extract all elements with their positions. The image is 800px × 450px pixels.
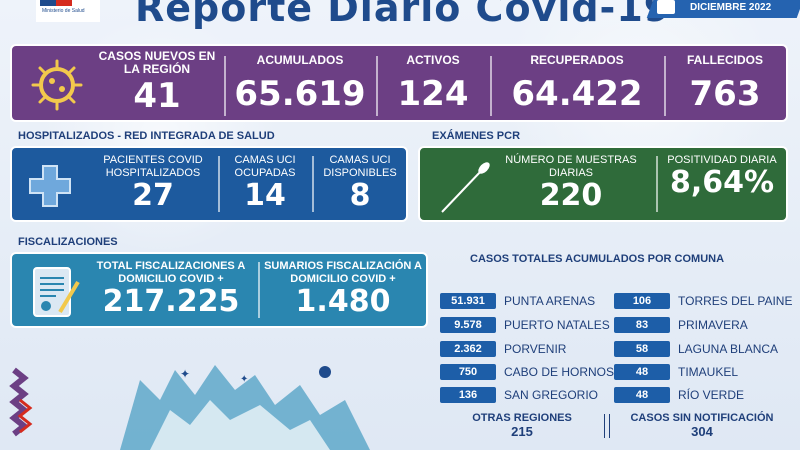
stat-acumulados: ACUMULADOS 65.619: [226, 53, 374, 114]
uci-ocupadas-value: 14: [244, 178, 286, 213]
comuna-name: RÍO VERDE: [678, 388, 745, 402]
comuna-value: 136: [440, 387, 496, 403]
divider: [656, 156, 658, 212]
comuna-value: 58: [614, 341, 670, 357]
activos-label: ACTIVOS: [406, 53, 460, 67]
pcr-panel: NÚMERO DE MUESTRAS DIARIAS 220 POSITIVID…: [418, 146, 788, 222]
comuna-name: CABO DE HORNOS: [504, 365, 615, 379]
stat-activos: ACTIVOS 124: [378, 53, 488, 114]
stat-muestras: NÚMERO DE MUESTRAS DIARIAS 220: [496, 154, 646, 212]
sumarios-label: SUMARIOS FISCALIZACIÓN A DOMICILIO COVID…: [264, 260, 422, 285]
pacientes-label: PACIENTES COVID HOSPITALIZADOS: [103, 154, 203, 179]
comuna-value: 9.578: [440, 317, 496, 333]
stat-total-fiscalizaciones: TOTAL FISCALIZACIONES A DOMICILIO COVID …: [88, 260, 254, 318]
comuna-name: TORRES DEL PAINE: [678, 294, 793, 308]
medical-cross-icon: [29, 165, 71, 207]
logo-text: Ministerio de Salud: [42, 8, 85, 14]
hospital-panel: PACIENTES COVID HOSPITALIZADOS 27 CAMAS …: [10, 146, 408, 222]
fiscalizaciones-panel: TOTAL FISCALIZACIONES A DOMICILIO COVID …: [10, 252, 428, 328]
pacientes-value: 27: [132, 178, 174, 213]
divider: [490, 56, 492, 116]
mountain-decoration: ✦ ✦: [9, 365, 370, 450]
comuna-value: 83: [614, 317, 670, 333]
report-date: DICIEMBRE 2022: [690, 2, 772, 13]
separator: [604, 414, 610, 438]
comuna-name: PUNTA ARENAS: [504, 294, 596, 308]
comuna-value: 2.362: [440, 341, 496, 357]
comuna-name: PRIMAVERA: [678, 318, 748, 332]
recuperados-value: 64.422: [511, 74, 643, 114]
calendar-icon: [657, 0, 675, 14]
total-fisc-label: TOTAL FISCALIZACIONES A DOMICILIO COVID …: [96, 260, 246, 285]
fallecidos-value: 763: [689, 74, 761, 114]
divider: [218, 156, 220, 212]
comuna-name: PORVENIR: [504, 342, 567, 356]
uci-disponibles-label: CAMAS UCI DISPONIBLES: [323, 154, 397, 179]
svg-text:✦: ✦: [180, 367, 190, 381]
document-icon: [33, 267, 80, 317]
divider: [312, 156, 314, 212]
summary-panel: CASOS NUEVOS EN LA REGIÓN 41 ACUMULADOS …: [10, 44, 788, 122]
swab-icon: [441, 162, 490, 213]
comunas-title: CASOS TOTALES ACUMULADOS POR COMUNA: [470, 253, 725, 265]
comuna-name: PUERTO NATALES: [504, 318, 610, 332]
comuna-value: 51.931: [440, 293, 496, 309]
divider: [258, 262, 260, 318]
uci-disponibles-value: 8: [349, 178, 371, 213]
casos-nuevos-value: 41: [133, 76, 181, 116]
positividad-value: 8,64%: [669, 165, 775, 200]
otras-regiones: OTRAS REGIONES 215: [452, 412, 592, 438]
divider: [224, 56, 226, 116]
stat-sumarios: SUMARIOS FISCALIZACIÓN A DOMICILIO COVID…: [262, 260, 424, 318]
uci-ocupadas-label: CAMAS UCI OCUPADAS: [234, 154, 296, 179]
fiscalizaciones-section-title: FISCALIZACIONES: [18, 236, 118, 248]
recuperados-label: RECUPERADOS: [530, 53, 624, 67]
stat-pacientes: PACIENTES COVID HOSPITALIZADOS 27: [90, 154, 216, 212]
divider: [664, 56, 666, 116]
page-title: Reporte Diario Covid-19: [135, 0, 672, 30]
sin-notif-label: CASOS SIN NOTIFICACIÓN: [630, 412, 774, 424]
acumulados-label: ACUMULADOS: [256, 53, 344, 67]
ministerio-logo: Ministerio de Salud: [36, 0, 100, 22]
otras-value: 215: [511, 424, 533, 439]
comuna-name: LAGUNA BLANCA: [678, 342, 779, 356]
svg-text:✦: ✦: [240, 374, 248, 385]
muestras-label: NÚMERO DE MUESTRAS DIARIAS: [505, 154, 637, 179]
activos-value: 124: [397, 74, 469, 114]
comuna-name: SAN GREGORIO: [504, 388, 599, 402]
sin-notif-value: 304: [691, 424, 713, 439]
otras-label: OTRAS REGIONES: [472, 412, 572, 424]
hospital-section-title: HOSPITALIZADOS - RED INTEGRADA DE SALUD: [18, 130, 275, 142]
comuna-name: TIMAUKEL: [678, 365, 739, 379]
comuna-value: 750: [440, 364, 496, 380]
casos-nuevos-label: CASOS NUEVOS EN LA REGIÓN: [98, 49, 216, 76]
comuna-value: 48: [614, 364, 670, 380]
virus-icon: [31, 59, 83, 111]
casos-sin-notificacion: CASOS SIN NOTIFICACIÓN 304: [614, 412, 790, 438]
stat-uci-ocupadas: CAMAS UCI OCUPADAS 14: [220, 154, 310, 212]
comuna-value: 106: [614, 293, 670, 309]
sumarios-value: 1.480: [295, 284, 391, 319]
fallecidos-label: FALLECIDOS: [686, 53, 763, 67]
muestras-value: 220: [539, 178, 603, 213]
pcr-section-title: EXÁMENES PCR: [432, 130, 521, 142]
comuna-value: 48: [614, 387, 670, 403]
positividad-label: POSITIVIDAD DIARIA: [667, 154, 777, 166]
stat-uci-disponibles: CAMAS UCI DISPONIBLES 8: [314, 154, 406, 212]
stat-recuperados: RECUPERADOS 64.422: [492, 53, 662, 114]
divider: [376, 56, 378, 116]
total-fisc-value: 217.225: [102, 284, 240, 319]
stat-positividad: POSITIVIDAD DIARIA 8,64%: [658, 154, 786, 199]
stat-fallecidos: FALLECIDOS 763: [666, 53, 784, 114]
stat-casos-nuevos: CASOS NUEVOS EN LA REGIÓN 41: [92, 49, 222, 116]
acumulados-value: 65.619: [234, 74, 366, 114]
